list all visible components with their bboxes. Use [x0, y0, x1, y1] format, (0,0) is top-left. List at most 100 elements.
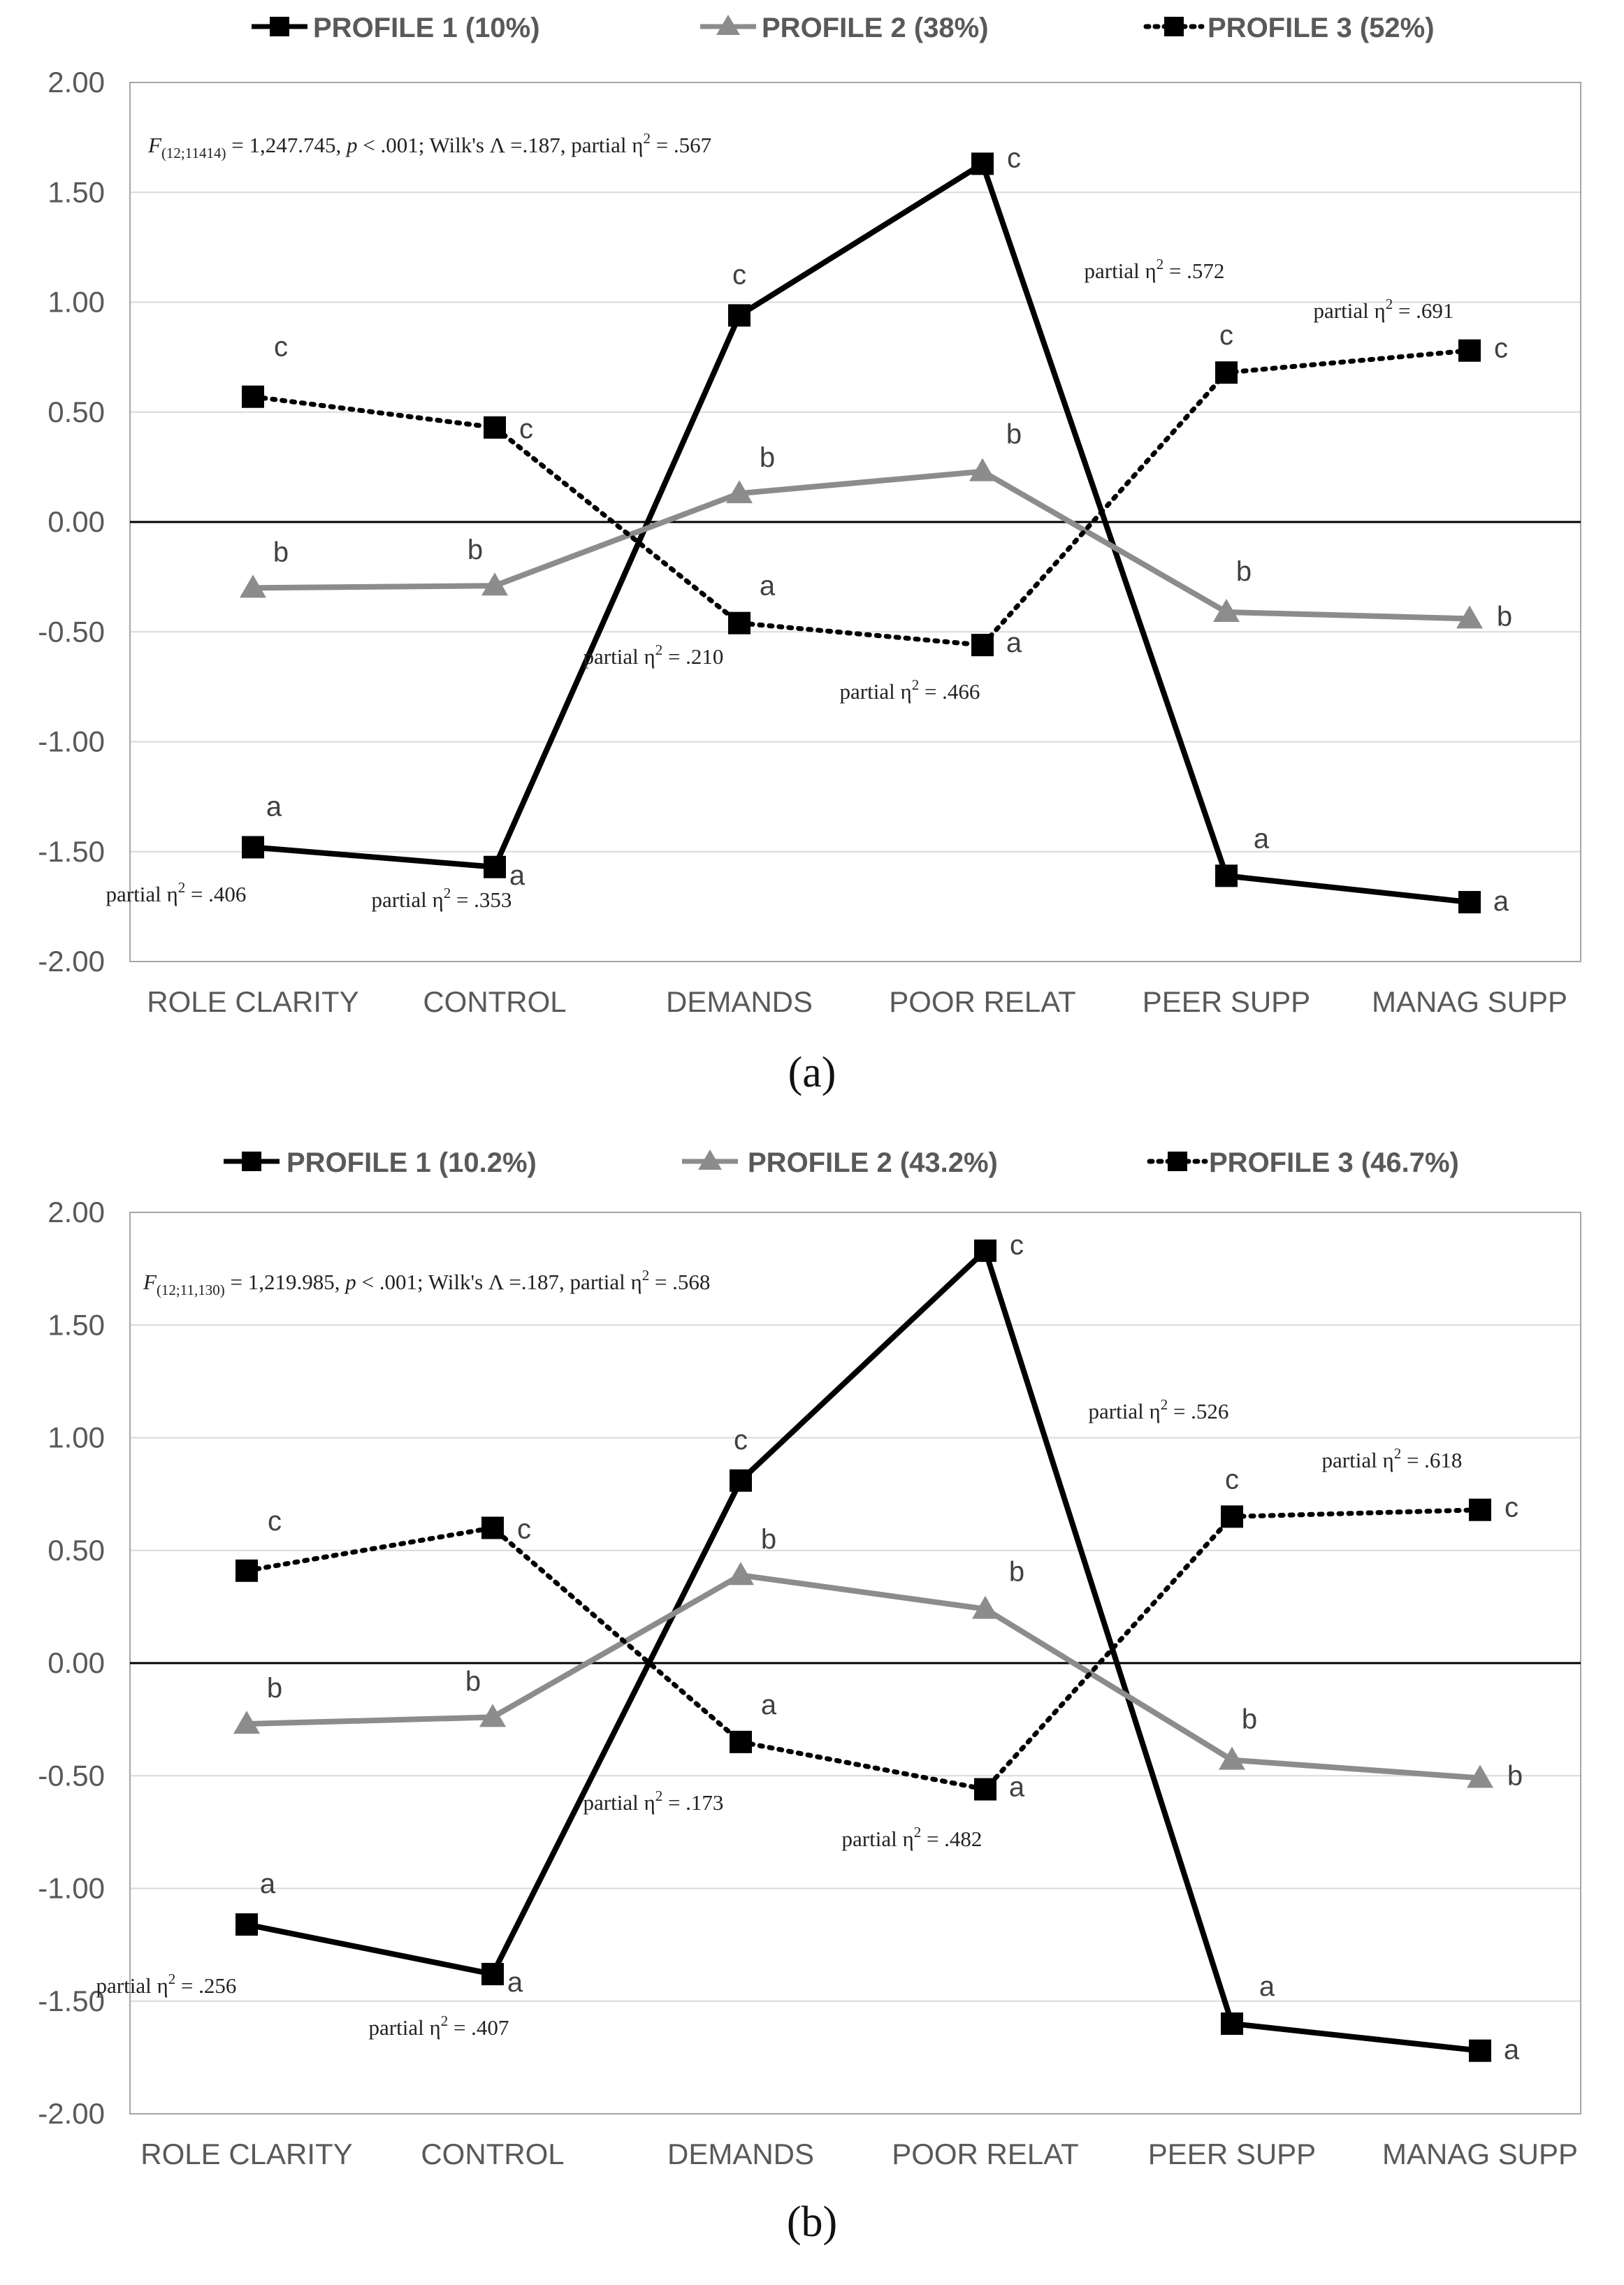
- data-point-triangle: [1456, 605, 1483, 629]
- data-point-square: [1469, 1498, 1491, 1521]
- significance-letter: a: [1254, 823, 1270, 854]
- significance-letter: c: [1219, 320, 1233, 351]
- data-point-square: [481, 1516, 504, 1539]
- effect-size-label: partial η2 = .407: [369, 2012, 509, 2040]
- series-line: [246, 1247, 1481, 2054]
- legend-marker-square: [1164, 17, 1184, 36]
- legend-label: PROFILE 2 (38%): [762, 13, 989, 43]
- eta-superscript: 2: [914, 1824, 922, 1841]
- effect-size-label: partial η2 = .466: [840, 676, 980, 704]
- series-line: [252, 468, 1470, 622]
- legend-label: PROFILE 3 (52%): [1208, 13, 1435, 43]
- eta-superscript: 2: [178, 879, 186, 896]
- significance-letter: c: [734, 1425, 748, 1456]
- series-profile-1: a a c c a a: [235, 1230, 1520, 2066]
- stat-p-value: < .001; Wilk's Λ =.187, partial η: [357, 133, 643, 157]
- eta-prefix: partial η: [369, 2015, 441, 2040]
- effect-size-label: partial η2 = .256: [96, 1971, 237, 1998]
- stat-df: (12;11414): [161, 145, 226, 161]
- eta-value: = .407: [448, 2015, 509, 2040]
- eta-superscript: 2: [1161, 1396, 1168, 1413]
- y-tick-label: -1.50: [38, 835, 105, 868]
- significance-letter: b: [760, 442, 775, 473]
- series-profile-1: a a c c a a: [242, 143, 1509, 917]
- eta-superscript: 2: [441, 2012, 449, 2029]
- significance-letter: c: [274, 332, 288, 363]
- chart-panel-a: 2.00 1.50 1.00 0.50 0.00 -0.50 -1.00 -1.50 -2.00…: [38, 13, 1581, 1096]
- eta-superscript: 2: [1386, 296, 1393, 312]
- eta-prefix: partial η: [1322, 1448, 1394, 1472]
- data-point-square: [974, 1239, 996, 1262]
- x-tick-label: MANAG SUPP: [1372, 985, 1567, 1018]
- stat-superscript: 2: [642, 1267, 650, 1284]
- y-tick-label: -1.00: [38, 1872, 105, 1905]
- data-point-square: [1215, 361, 1238, 384]
- chart-panel-b: 2.00 1.50 1.00 0.50 0.00 -0.50 -1.00 -1.50 -2.00…: [38, 1147, 1581, 2246]
- eta-value: = .256: [175, 1973, 236, 1998]
- data-point-square: [484, 855, 506, 878]
- data-point-square: [974, 1778, 996, 1801]
- data-point-square: [242, 836, 264, 859]
- eta-value: = .618: [1401, 1448, 1462, 1472]
- y-tick-label: -2.00: [38, 2097, 105, 2130]
- effect-size-label: partial η2 = .210: [583, 641, 724, 669]
- effect-size-label: partial η2 = .173: [583, 1787, 724, 1815]
- y-tick-label: -1.00: [38, 725, 105, 758]
- significance-letter: a: [509, 860, 525, 891]
- eta-superscript: 2: [1157, 256, 1164, 273]
- x-tick-label: PEER SUPP: [1148, 2138, 1316, 2170]
- x-tick-label: DEMANDS: [666, 985, 813, 1018]
- legend-marker-square: [242, 1152, 261, 1171]
- y-tick-label: -0.50: [38, 1759, 105, 1792]
- stat-p-value: < .001; Wilk's Λ =.187, partial η: [356, 1270, 642, 1294]
- data-point-triangle: [1213, 598, 1240, 622]
- eta-value: = .526: [1168, 1399, 1228, 1423]
- legend-label: PROFILE 2 (43.2%): [748, 1147, 998, 1178]
- data-point-square: [1221, 1505, 1243, 1528]
- y-tick-label: 1.00: [48, 1421, 105, 1454]
- eta-value: = .691: [1393, 298, 1453, 323]
- data-point-square: [235, 1913, 258, 1936]
- legend-marker-square: [1168, 1152, 1187, 1171]
- data-point-square: [728, 304, 751, 327]
- data-point-triangle: [1467, 1764, 1493, 1788]
- significance-letter: a: [507, 1967, 523, 1998]
- eta-prefix: partial η: [842, 1827, 914, 1851]
- stat-p-label: p: [344, 1270, 356, 1294]
- panel-label: (b): [787, 2198, 837, 2246]
- effect-size-label: partial η2 = .572: [1085, 256, 1225, 283]
- data-point-triangle: [726, 480, 753, 504]
- y-tick-label: 0.00: [48, 1646, 105, 1679]
- legend-label: PROFILE 3 (46.7%): [1209, 1147, 1459, 1178]
- y-tick-label: 1.50: [48, 175, 105, 208]
- y-tick-label: 0.00: [48, 505, 105, 538]
- x-tick-label: ROLE CLARITY: [140, 2138, 352, 2170]
- significance-letter: b: [267, 1673, 282, 1704]
- data-point-square: [730, 1730, 752, 1753]
- statistics-note: F(12;11,130) = 1,219.985, p < .001; Wilk…: [143, 1267, 710, 1298]
- significance-letter: c: [268, 1506, 282, 1537]
- significance-letter: b: [761, 1524, 776, 1555]
- data-point-square: [971, 152, 994, 175]
- legend-label: PROFILE 1 (10%): [313, 13, 540, 43]
- data-point-triangle: [233, 1711, 260, 1734]
- eta-prefix: partial η: [1089, 1399, 1161, 1423]
- y-tick-label: 1.50: [48, 1308, 105, 1341]
- significance-letter: c: [1494, 333, 1508, 364]
- eta-prefix: partial η: [96, 1973, 168, 1998]
- stat-df: (12;11,130): [157, 1282, 225, 1298]
- significance-letter: c: [1007, 143, 1021, 173]
- legend-marker-triangle: [716, 15, 740, 35]
- legend-marker-square: [270, 17, 289, 36]
- legend: PROFILE 1 (10.2%) PROFILE 2 (43.2%) PROFIL…: [224, 1147, 1459, 1178]
- significance-letter: b: [467, 535, 483, 565]
- y-tick-label: 2.00: [48, 1196, 105, 1228]
- panel-label: (a): [788, 1049, 836, 1096]
- stat-effect-size: = .568: [649, 1270, 710, 1294]
- series-profile-2: b b b b b b: [240, 419, 1512, 632]
- significance-letter: a: [1006, 628, 1022, 658]
- stat-f-label: F: [143, 1270, 157, 1294]
- x-tick-label: MANAG SUPP: [1382, 2138, 1578, 2170]
- eta-prefix: partial η: [1085, 259, 1157, 283]
